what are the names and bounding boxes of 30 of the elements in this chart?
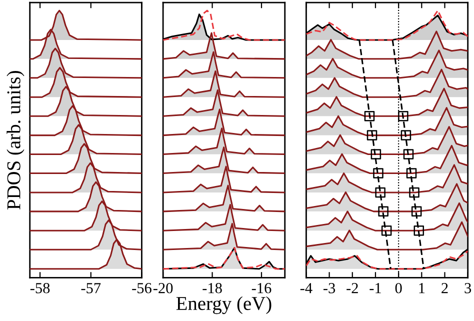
point bbox=[375, 187, 386, 198]
x-tick-label: 3 bbox=[464, 283, 472, 294]
x-tick-label: 2 bbox=[442, 283, 448, 294]
point bbox=[406, 168, 417, 178]
x-tick-label: -1 bbox=[370, 283, 381, 294]
point bbox=[398, 110, 408, 122]
x-axis-title: Energy (eV) bbox=[176, 296, 272, 314]
point bbox=[403, 149, 414, 160]
x-tick-label: -4 bbox=[300, 283, 312, 294]
x-tick-label: -58 bbox=[30, 282, 50, 294]
x-tick-label: -56 bbox=[132, 283, 152, 294]
point bbox=[409, 187, 420, 198]
point bbox=[373, 168, 384, 178]
x-tick-label: -57 bbox=[81, 283, 101, 294]
x-tick-label: 1 bbox=[419, 283, 425, 294]
point bbox=[381, 226, 392, 236]
point bbox=[370, 149, 382, 160]
x-tick-label: -18 bbox=[202, 282, 222, 294]
x-tick-label: -16 bbox=[252, 283, 272, 294]
y-axis-title: PDOS (arb. units) bbox=[6, 71, 24, 210]
x-tick-label: 0 bbox=[395, 282, 402, 294]
point bbox=[411, 206, 422, 217]
x-tick-label: -2 bbox=[346, 283, 358, 294]
point bbox=[364, 110, 375, 122]
point bbox=[414, 226, 424, 236]
point bbox=[400, 130, 412, 140]
point bbox=[366, 130, 378, 140]
x-tick-label: -20 bbox=[153, 282, 173, 294]
point bbox=[378, 206, 388, 217]
x-tick-label: -3 bbox=[324, 283, 336, 294]
